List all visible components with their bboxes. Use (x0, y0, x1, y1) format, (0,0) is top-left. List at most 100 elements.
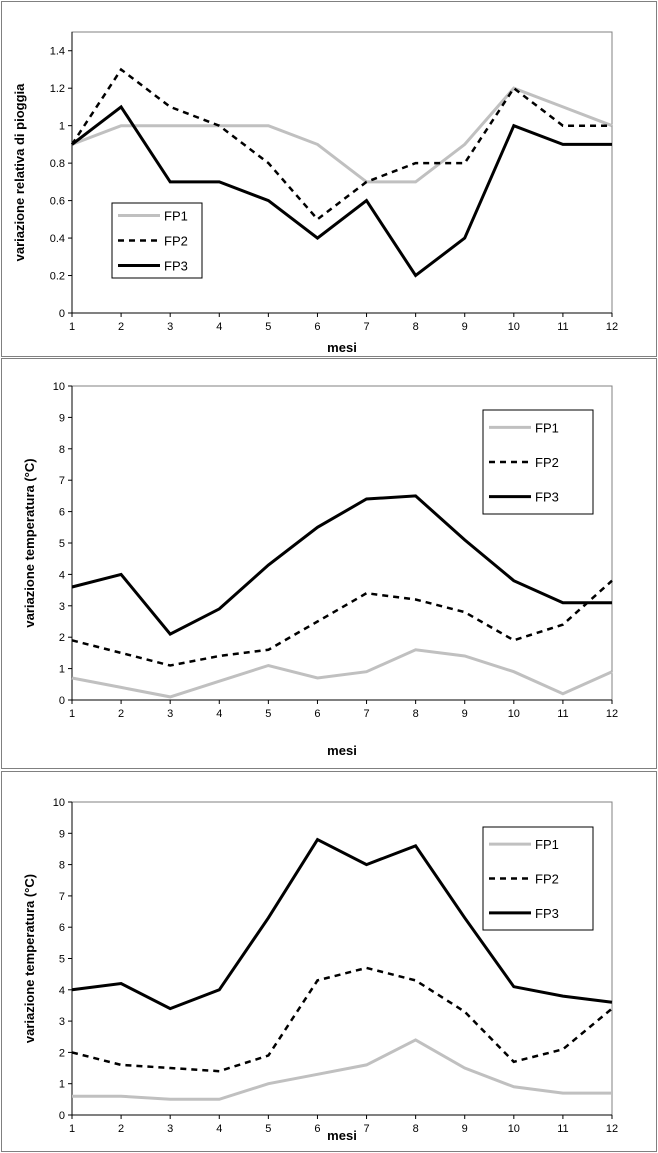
y-tick-label: 0.6 (50, 196, 65, 208)
series-line-fp3 (71, 837, 613, 1011)
x-tick-label: 1 (69, 1123, 75, 1135)
x-tick-label: 7 (363, 1123, 369, 1135)
x-tick-label: 10 (508, 321, 520, 333)
panel-temperature-variation-b: variazione temperatura (°C) mesi 0123456… (1, 771, 657, 1152)
y-tick-label: 7 (59, 475, 65, 487)
legend-label-fp3: FP3 (535, 490, 559, 505)
y-axis-title: variazione temperatura (°C) (22, 458, 37, 627)
series-lines (70, 67, 613, 278)
x-tick-label: 7 (363, 708, 369, 720)
x-tick-label: 5 (265, 321, 271, 333)
x-tick-label: 11 (557, 321, 568, 333)
x-tick-label: 11 (557, 1123, 568, 1135)
series-lines (71, 837, 613, 1101)
y-tick-label: 0 (59, 308, 65, 320)
y-tick-label: 0 (59, 695, 65, 707)
y-tick-label: 0.4 (50, 233, 65, 245)
legend-label-fp2: FP2 (535, 872, 559, 887)
y-tick-label: 4 (59, 985, 65, 997)
panel-rainfall-variation: variazione relativa di pioggia mesi 0 0.2… (1, 1, 657, 357)
x-tick-label: 3 (167, 708, 173, 720)
legend: FP1 FP2 FP3 (482, 409, 594, 515)
x-tick-label: 2 (118, 708, 124, 720)
y-tick-label: 8 (59, 860, 65, 872)
y-tick-label: 1 (59, 664, 65, 676)
x-tick-label: 2 (118, 1123, 124, 1135)
x-tick-label: 5 (265, 708, 271, 720)
x-tick-label: 8 (413, 1123, 419, 1135)
y-tick-label: 0 (59, 1110, 65, 1122)
legend-label-fp2: FP2 (164, 234, 188, 249)
y-tick-label: 6 (59, 922, 65, 934)
x-tick-label: 1 (69, 321, 75, 333)
x-tick-label: 3 (167, 321, 173, 333)
x-axis-title: mesi (327, 1128, 357, 1143)
legend-label-fp1: FP1 (535, 420, 559, 435)
y-tick-label: 10 (53, 381, 65, 393)
x-tick-label: 6 (314, 708, 320, 720)
y-tick-label: 0.2 (50, 271, 65, 283)
legend-label-fp3: FP3 (535, 906, 559, 921)
x-tick-label: 9 (462, 708, 468, 720)
y-tick-label: 1.2 (50, 83, 65, 95)
x-tick-label: 7 (363, 321, 369, 333)
series-line-fp2 (71, 966, 613, 1073)
y-tick-label: 1 (59, 121, 65, 133)
y-tick-label: 5 (59, 954, 65, 966)
series-line-fp3 (71, 494, 612, 636)
x-tick-label: 10 (508, 708, 520, 720)
x-tick-label: 6 (314, 321, 320, 333)
x-tick-label: 8 (413, 321, 419, 333)
legend: FP1 FP2 FP3 (482, 826, 594, 931)
x-axis-title: mesi (327, 743, 357, 758)
x-tick-label: 10 (508, 1123, 520, 1135)
y-tick-label: 0.8 (50, 158, 65, 170)
y-tick-label: 6 (59, 507, 65, 519)
series-line-fp2 (71, 579, 613, 667)
y-tick-label: 8 (59, 444, 65, 456)
x-axis-title: mesi (327, 340, 357, 355)
x-tick-label: 12 (606, 708, 618, 720)
y-tick-label: 10 (53, 797, 65, 809)
y-axis-title: variazione relativa di pioggia (12, 83, 27, 261)
panel-border (1, 358, 657, 769)
x-tick-label: 4 (216, 321, 222, 333)
series-lines (71, 494, 613, 699)
x-tick-label: 4 (216, 1123, 222, 1135)
x-tick-label: 9 (462, 1123, 468, 1135)
y-tick-label: 1.4 (50, 46, 65, 58)
y-tick-label: 3 (59, 601, 65, 613)
legend-label-fp2: FP2 (535, 455, 559, 470)
panel-temperature-variation-a: variazione temperatura (°C) mesi 0123456… (1, 358, 657, 769)
x-tick-label: 2 (118, 321, 124, 333)
legend-label-fp3: FP3 (164, 259, 188, 274)
x-tick-label: 5 (265, 1123, 271, 1135)
series-line-fp1 (71, 648, 613, 699)
axis-ticks: 00.20.40.60.811.21.41 2 3 4 5 6 7 8 9 10 11 12 (50, 31, 618, 333)
y-tick-label: 1 (59, 1079, 65, 1091)
y-tick-label: 4 (59, 569, 65, 581)
series-line-fp1 (71, 86, 613, 184)
y-tick-label: 9 (59, 828, 65, 840)
x-tick-label: 12 (606, 1123, 618, 1135)
x-tick-label: 4 (216, 708, 222, 720)
y-tick-label: 7 (59, 891, 65, 903)
series-line-fp2 (70, 67, 612, 222)
panel-border (1, 771, 657, 1152)
y-tick-label: 2 (59, 1047, 65, 1059)
y-axis-title: variazione temperatura (°C) (22, 874, 37, 1043)
legend-label-fp1: FP1 (535, 837, 559, 852)
x-tick-label: 11 (557, 708, 568, 720)
y-tick-label: 9 (59, 412, 65, 424)
x-tick-label: 8 (413, 708, 419, 720)
y-tick-label: 2 (59, 632, 65, 644)
x-tick-label: 3 (167, 1123, 173, 1135)
x-tick-label: 1 (69, 708, 75, 720)
series-line-fp1 (72, 1038, 612, 1101)
x-tick-label: 6 (314, 1123, 320, 1135)
legend: FP1 FP2 FP3 (111, 202, 203, 279)
x-tick-label: 9 (462, 321, 468, 333)
